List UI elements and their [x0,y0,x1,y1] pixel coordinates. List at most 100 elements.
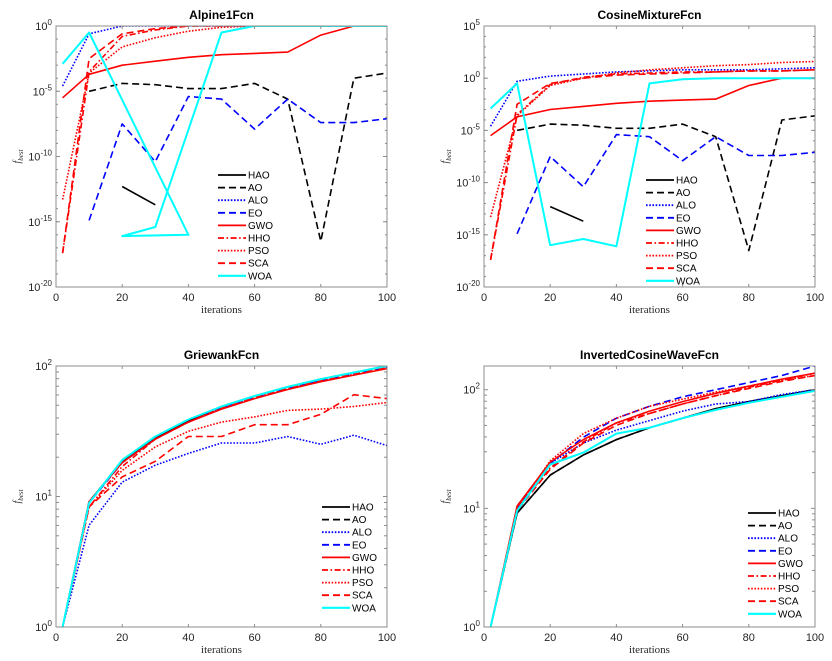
chart-title: CosineMixtureFcn [597,8,701,22]
x-tick-label: 0 [481,292,487,304]
subplot-inverted-cosine-wave: 0 20 40 60 80 100 100 101 102 InvertedCosineWaveF… [440,348,824,656]
legend-label: GWO [248,221,273,232]
series-line-ao [516,115,815,252]
legend-item-eo: EO [322,540,367,551]
legend-item-pso: PSO [748,584,799,595]
legend-label: HHO [248,234,270,245]
series-line-sca [61,26,387,254]
legend-item-alo: ALO [218,196,268,207]
y-tick-label: 102 [35,358,52,373]
series-lines [489,60,815,261]
legend-item-hao: HAO [748,509,800,520]
x-tick-label: 20 [116,292,128,304]
legend-label: PSO [248,246,269,257]
x-axis: 0 20 40 60 80 100 [481,26,824,304]
y-tick-label: 101 [35,489,52,504]
x-tick-label: 40 [610,292,622,304]
y-tick-label: 101 [463,500,480,515]
x-tick-label: 80 [315,632,327,644]
series-line-pso [61,26,387,200]
legend-item-woa: WOA [646,276,700,287]
series-line-woa [61,366,387,627]
x-axis-label: iterations [629,304,670,316]
series-line-hao [121,185,156,206]
x-axis: 0 20 40 60 80 100 [53,366,396,644]
legend-label: HAO [778,509,800,520]
series-lines [61,366,387,627]
legend-label: AO [352,515,367,526]
legend-item-ao: AO [646,188,691,199]
series-line-gwo [490,77,815,137]
legend-label: GWO [676,226,701,237]
series-line-hho [61,366,387,627]
x-axis-label: iterations [629,644,670,656]
legend-label: WOA [778,609,802,620]
legend-item-pso: PSO [218,246,269,257]
y-tick-label: 10-20 [456,279,480,294]
legend-item-woa: WOA [748,609,802,620]
legend-item-gwo: GWO [748,559,803,570]
legend-label: EO [352,540,367,551]
y-tick-label: 100 [35,18,52,33]
x-tick-label: 20 [544,292,556,304]
series-line-gwo [62,26,387,99]
legend-label: ALO [676,201,696,212]
y-axis-label: fbest [12,148,25,163]
legend-item-alo: ALO [322,528,372,539]
series-line-alo [489,388,815,627]
legend-label: HHO [676,239,698,250]
x-tick-label: 80 [743,292,755,304]
legend-label: WOA [676,276,700,287]
x-axis: 0 20 40 60 80 100 [481,366,824,644]
plot-area [484,26,815,287]
y-axis-label: fbest [12,488,25,503]
legend-item-hho: HHO [218,234,270,245]
series-line-eo [516,133,815,235]
plot-area [484,366,815,627]
legend-label: HAO [676,176,698,187]
legend-label: EO [778,546,793,557]
x-tick-label: 40 [610,632,622,644]
x-axis-label: iterations [201,644,242,656]
series-line-eo [88,95,387,221]
series-lines [489,366,815,627]
legend-label: SCA [248,259,269,270]
series-line-alo [61,434,387,627]
legend-item-sca: SCA [218,259,269,270]
y-axis: 10-20 10-15 10-10 10-5 100 105 [456,18,815,294]
legend-item-ao: AO [218,183,263,194]
series-line-sca [61,393,387,627]
legend-label: GWO [778,559,803,570]
series-line-woa [489,77,815,248]
y-tick-label: 10-5 [33,83,53,98]
axes-frame [483,365,816,628]
chart-title: GriewankFcn [184,348,259,362]
x-tick-label: 100 [806,632,824,644]
legend-item-gwo: GWO [218,221,273,232]
x-tick-label: 60 [248,292,260,304]
series-line-ao [88,72,387,243]
legend-label: AO [778,521,793,532]
y-tick-label: 10-5 [461,122,481,137]
legend-item-alo: ALO [748,534,798,545]
series-line-hho [61,26,387,254]
legend-item-woa: WOA [322,603,376,614]
subplot-alpine1: 0 20 40 60 80 100 10-20 10-15 10-10 10-5 100 Alpine… [12,8,396,316]
x-axis-label: iterations [201,304,242,316]
legend-label: SCA [778,597,799,608]
legend-label: PSO [778,584,799,595]
series-line-sca [489,69,815,261]
x-tick-label: 20 [116,632,128,644]
y-tick-label: 100 [463,70,480,85]
legend-label: HAO [352,503,374,514]
legend-label: HAO [248,171,270,182]
y-axis: 100 101 102 [463,382,815,634]
legend-label: HHO [352,566,374,577]
series-line-sca [489,374,815,627]
legend-label: GWO [352,553,377,564]
y-tick-label: 102 [463,382,480,397]
x-tick-label: 60 [676,292,688,304]
